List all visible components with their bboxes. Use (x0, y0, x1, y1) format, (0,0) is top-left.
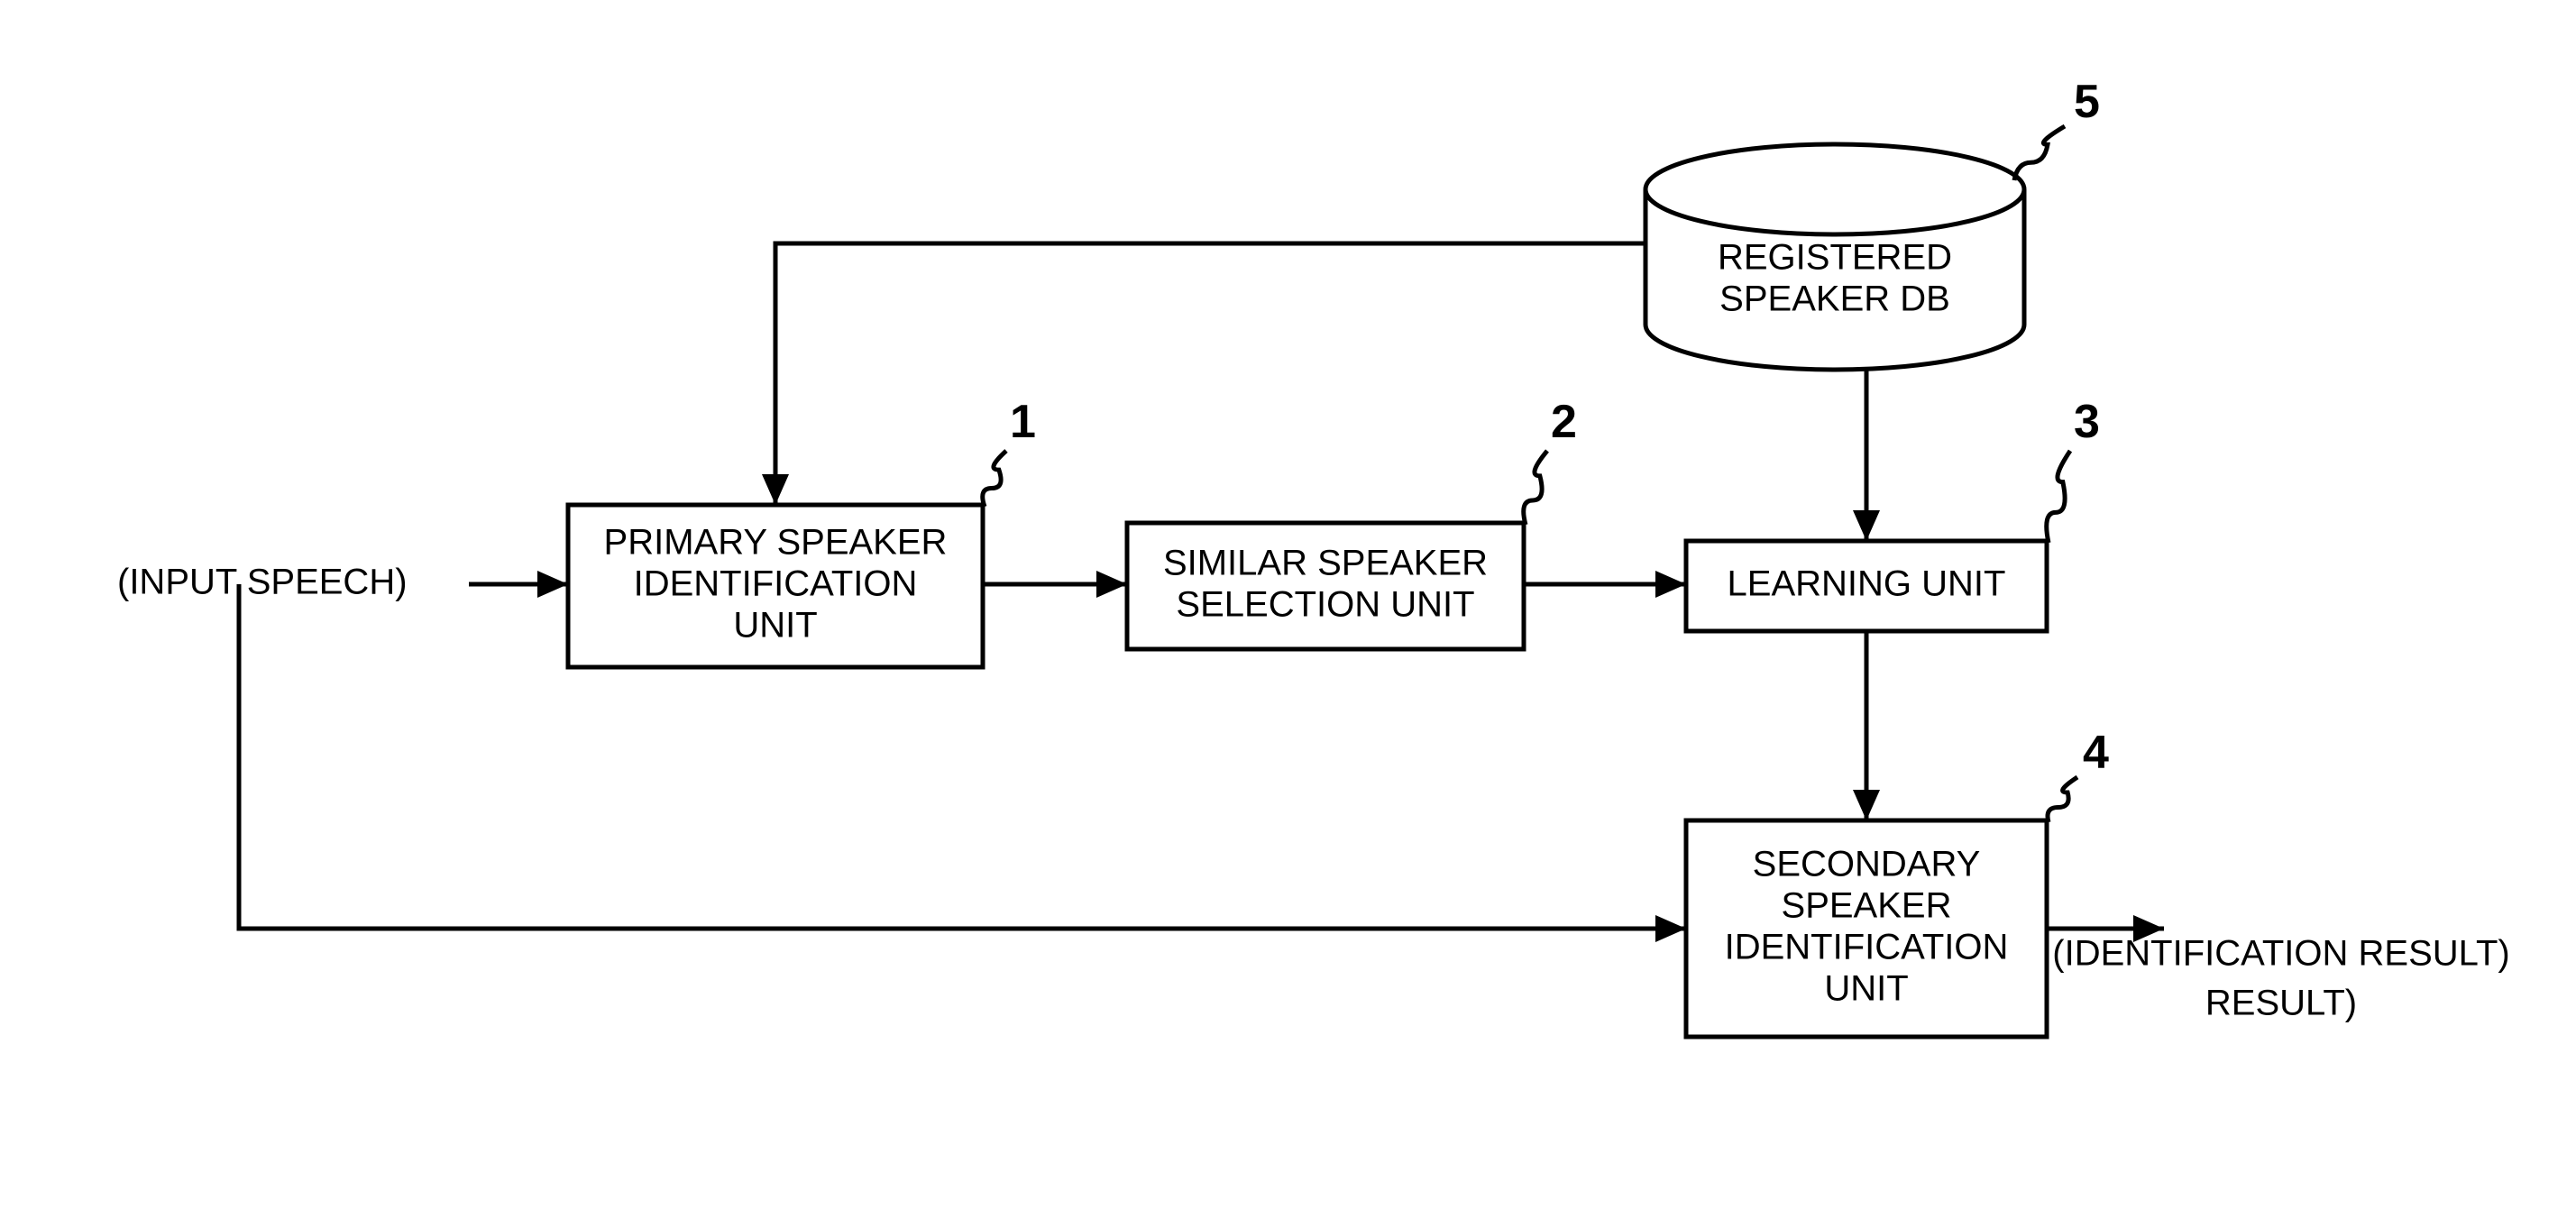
leader-squiggle (2014, 126, 2065, 180)
ref-db: 5 (2074, 76, 2100, 128)
node-n2-label: SIMILAR SPEAKER (1163, 544, 1488, 583)
arrowhead-input-to-n1 (537, 571, 568, 598)
node-n1-label: UNIT (733, 606, 817, 646)
node-n1-label: IDENTIFICATION (634, 564, 918, 604)
ref-n4: 4 (2083, 727, 2109, 779)
ref-n3: 3 (2074, 396, 2100, 448)
node-n3-label: LEARNING UNIT (1728, 564, 2006, 604)
leader-squiggle (2048, 777, 2077, 822)
node-n1-label: PRIMARY SPEAKER (604, 523, 948, 563)
arrowhead-db-to-n3 (1853, 510, 1880, 541)
node-db-label: REGISTERED (1718, 238, 1952, 278)
node-db-top (1646, 144, 2024, 234)
node-n4-label: SECONDARY (1753, 845, 1981, 884)
output-label-2: RESULT) (2205, 984, 2357, 1023)
leader-squiggle (983, 451, 1006, 507)
arrowhead-n3-to-n4 (1853, 790, 1880, 820)
arrowhead-db-to-n1 (762, 474, 789, 505)
arrowhead-input-to-n4 (1655, 915, 1686, 942)
node-n2-label: SELECTION UNIT (1176, 585, 1474, 625)
input-label: (INPUT SPEECH) (117, 563, 408, 602)
arrowhead-n2-to-n3 (1655, 571, 1686, 598)
edge-db-to-n1 (775, 243, 1646, 505)
node-n4-label: UNIT (1824, 969, 1908, 1009)
arrowhead-n1-to-n2 (1096, 571, 1127, 598)
leader-squiggle (1524, 451, 1547, 525)
ref-n1: 1 (1010, 396, 1036, 448)
ref-n2: 2 (1551, 396, 1577, 448)
leader-squiggle (2047, 451, 2070, 543)
output-label: (IDENTIFICATION RESULT) (2052, 934, 2509, 974)
node-n4-label: SPEAKER (1782, 886, 1952, 926)
node-n4-label: IDENTIFICATION (1725, 928, 2009, 967)
node-db-label: SPEAKER DB (1719, 279, 1950, 319)
